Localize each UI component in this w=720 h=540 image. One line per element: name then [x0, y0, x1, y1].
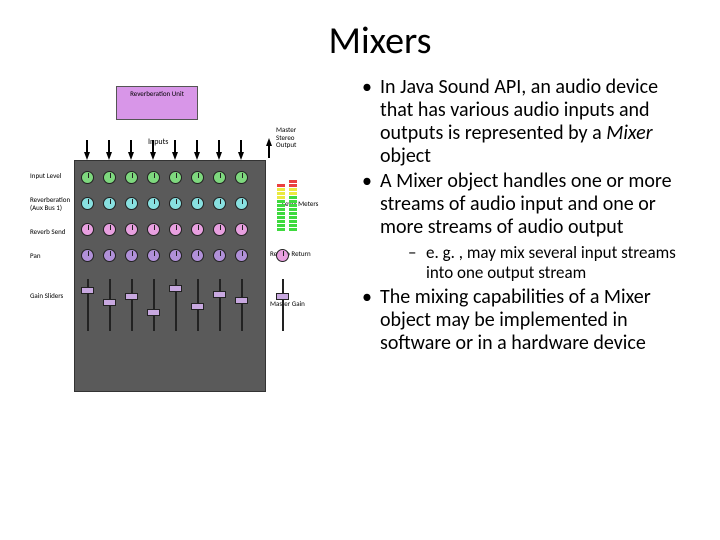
bullet-list: In Java Sound API, an audio device that … — [358, 76, 690, 355]
reverb-unit-box: Reverberation Unit — [116, 86, 198, 120]
fader — [81, 279, 94, 331]
bullet-em: Mixer — [606, 121, 652, 145]
label-level-meters: Level Meters — [282, 200, 318, 208]
mixer-panel — [74, 160, 266, 392]
knob — [169, 171, 182, 184]
bullet-item: The mixing capabilities of a Mixer objec… — [358, 286, 690, 355]
level-meter — [277, 173, 285, 231]
arrow-icon — [84, 152, 90, 160]
arrow-icon — [106, 152, 112, 160]
knob — [103, 197, 116, 210]
arrow-icon — [194, 152, 200, 160]
sub-list: e. g. , may mix several input streams in… — [380, 243, 690, 282]
knob — [125, 249, 138, 262]
knob — [213, 197, 226, 210]
slide-title: Mixers — [30, 18, 690, 64]
knob — [81, 171, 94, 184]
fader — [169, 279, 182, 331]
knob — [213, 223, 226, 236]
knob — [147, 249, 160, 262]
master-fader — [276, 279, 289, 331]
arrow-icon — [216, 152, 222, 160]
arrow-icon — [172, 152, 178, 160]
bullet-item: In Java Sound API, an audio device that … — [358, 76, 690, 168]
slide: Mixers Reverberation Unit Inputs Master … — [0, 0, 720, 540]
knob — [191, 171, 204, 184]
knob — [213, 171, 226, 184]
mixer-diagram: Reverberation Unit Inputs Master Stereo … — [30, 80, 340, 410]
knob — [147, 223, 160, 236]
knob — [147, 171, 160, 184]
knob — [81, 249, 94, 262]
fader — [125, 279, 138, 331]
label-pan: Pan — [30, 252, 41, 260]
arrow-icon — [238, 152, 244, 160]
bullet-text: object — [380, 144, 431, 168]
knob — [103, 171, 116, 184]
bullet-text: A Mixer object handles one or more strea… — [380, 169, 672, 239]
content-area: Reverberation Unit Inputs Master Stereo … — [30, 76, 690, 410]
knob-row-send — [81, 223, 248, 236]
level-meter — [289, 173, 297, 231]
knob — [147, 197, 160, 210]
knob-row-pan — [81, 249, 248, 262]
knob-row-reverb — [81, 197, 248, 210]
knob — [125, 171, 138, 184]
knob — [169, 223, 182, 236]
label-input-level: Input Level — [30, 172, 61, 180]
fader-row — [81, 279, 248, 331]
bullet-item: A Mixer object handles one or more strea… — [358, 170, 690, 282]
master-arrow-icon — [266, 138, 272, 146]
knob — [125, 223, 138, 236]
knob — [235, 249, 248, 262]
label-reverb-send: Reverb Send — [30, 228, 65, 236]
master-output-label: Master Stereo Output — [276, 126, 316, 149]
knob — [213, 249, 226, 262]
fader — [235, 279, 248, 331]
reverb-return-knob — [276, 249, 289, 262]
knob — [169, 197, 182, 210]
diagram-column: Reverberation Unit Inputs Master Stereo … — [30, 76, 340, 410]
knob — [235, 197, 248, 210]
knob — [235, 223, 248, 236]
text-column: In Java Sound API, an audio device that … — [358, 76, 690, 410]
fader — [147, 279, 160, 331]
knob — [125, 197, 138, 210]
knob — [81, 197, 94, 210]
knob — [103, 249, 116, 262]
arrow-icon — [150, 152, 156, 160]
fader — [213, 279, 226, 331]
knob — [103, 223, 116, 236]
knob — [191, 223, 204, 236]
knob — [191, 249, 204, 262]
sub-bullet: e. g. , may mix several input streams in… — [408, 243, 690, 282]
knob — [81, 223, 94, 236]
label-gain: Gain Sliders — [30, 292, 63, 300]
label-reverb: Reverberation (Aux Bus 1) — [30, 196, 74, 211]
fader — [191, 279, 204, 331]
knob — [191, 197, 204, 210]
knob-row-input — [81, 171, 248, 184]
arrow-icon — [128, 152, 134, 160]
knob — [235, 171, 248, 184]
knob — [169, 249, 182, 262]
fader — [103, 279, 116, 331]
